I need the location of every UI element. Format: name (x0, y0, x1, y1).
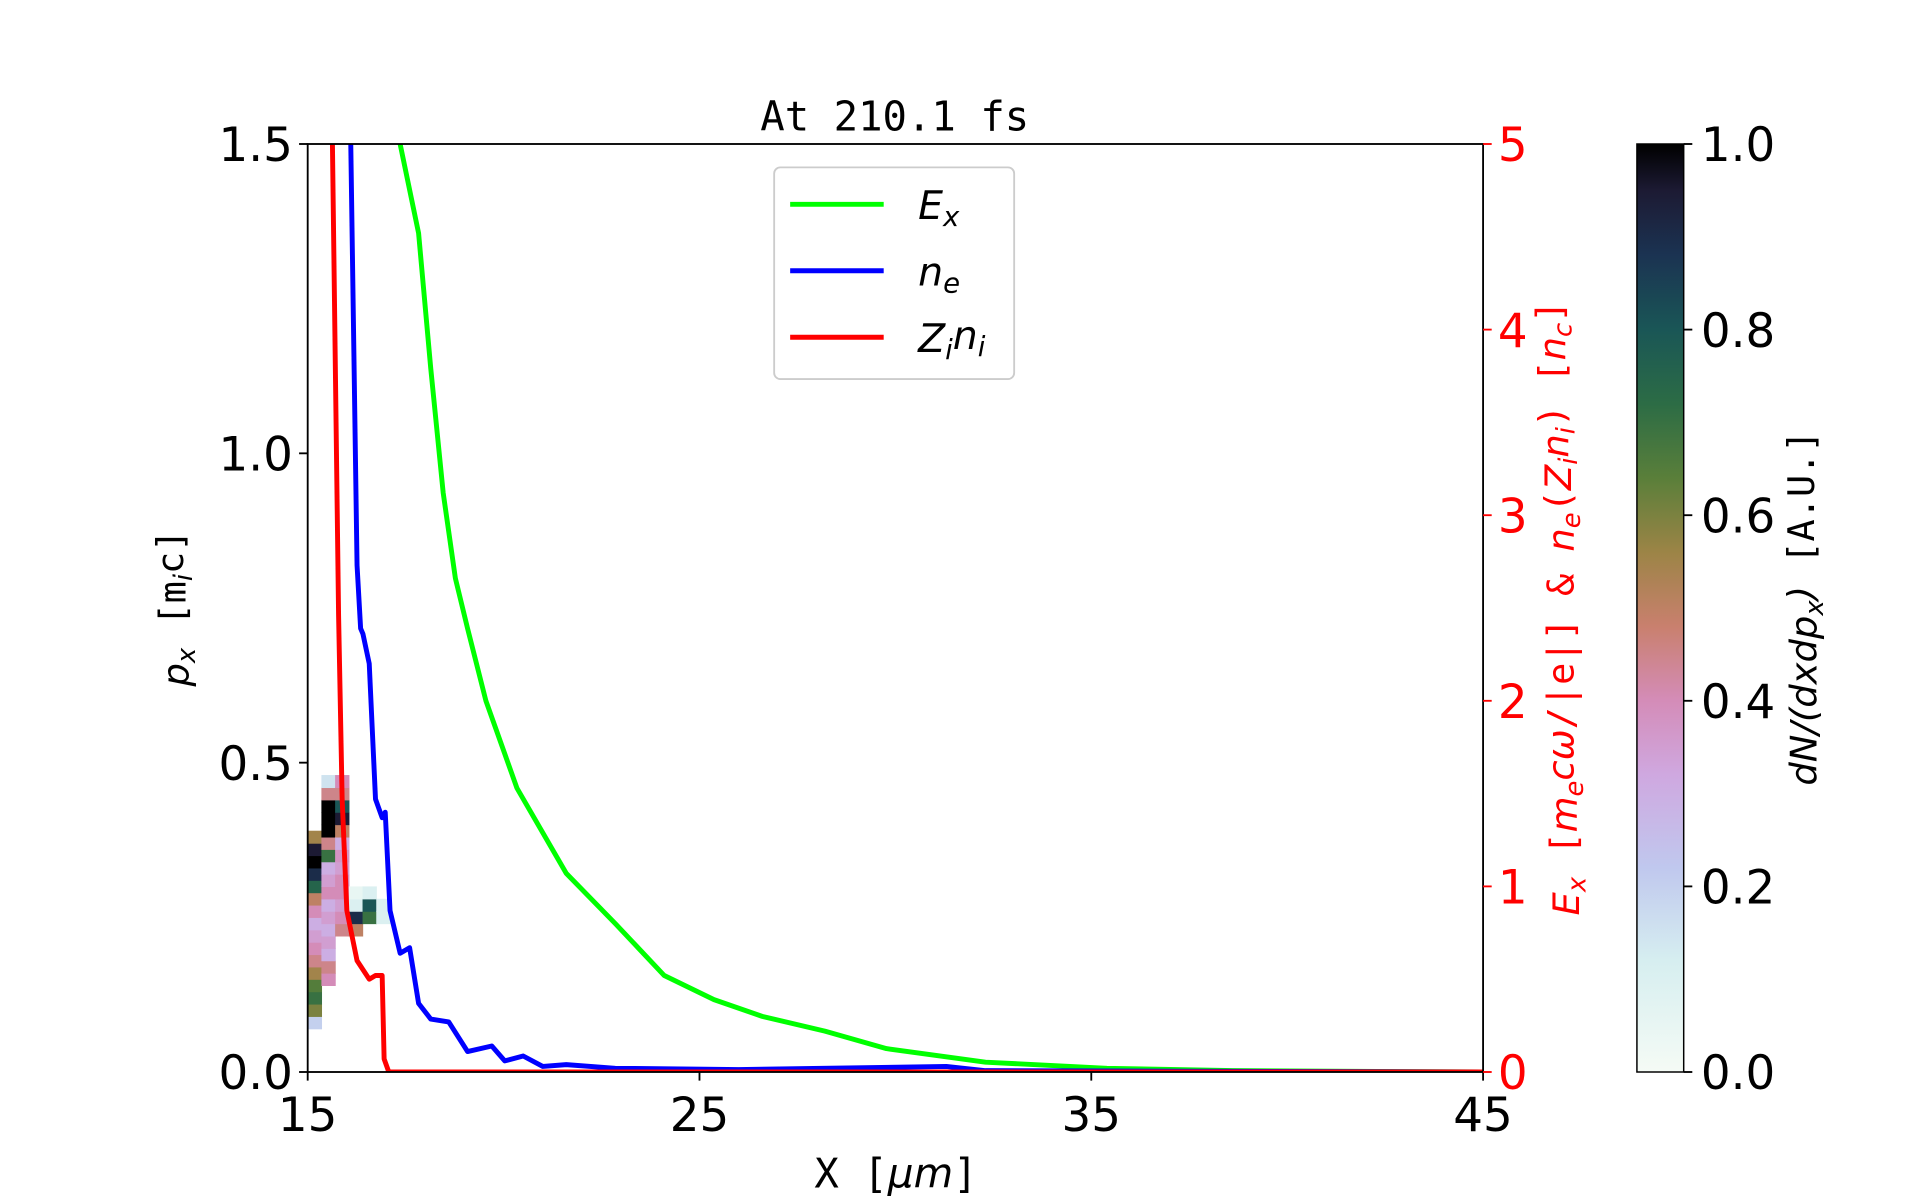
y-right-tick-label: 5 (1498, 119, 1528, 173)
y-left-tick-label: 0.0 (219, 1047, 293, 1101)
legend: Ex​ ne​ Zi​ni​ (773, 166, 1016, 380)
heatmap-cell (307, 867, 323, 881)
heatmap-cell (321, 849, 336, 863)
heatmap-cell (321, 886, 336, 900)
colorbar (1636, 143, 1685, 1073)
chart-title: At 210.1 fs (760, 92, 1029, 140)
legend-label: ne​ (918, 250, 960, 300)
heatmap-cell (307, 1003, 323, 1017)
heatmap-cell (307, 830, 323, 844)
y-right-tick-label: 4 (1498, 305, 1528, 359)
heatmap-cell (335, 923, 350, 937)
heatmap-cell (321, 923, 336, 937)
heatmap-cell (348, 886, 364, 900)
heatmap-cell (321, 799, 336, 813)
heatmap-cell (321, 824, 336, 838)
y-left-tick-label: 1.0 (219, 429, 293, 483)
colorbar-tick-label: 0.2 (1701, 862, 1775, 916)
y-axis-left-label: px​ [mi​c] (149, 529, 202, 687)
series-lines (329, 144, 1484, 1072)
x-axis-label: X [μm] (814, 1150, 977, 1198)
heatmap-cell (307, 917, 323, 931)
legend-box (773, 166, 1016, 380)
legend-label: Ex​ (918, 183, 960, 233)
colorbar-axis: 0.0 0.2 0.4 0.6 0.8 1.0 (1683, 119, 1775, 1101)
x-tick-label: 35 (1062, 1089, 1122, 1143)
heatmap-cell (307, 880, 323, 894)
heatmap-cell (307, 904, 323, 918)
heatmap-cell (307, 942, 323, 956)
heatmap-cell (348, 898, 364, 912)
heatmap-cell (348, 911, 364, 925)
heatmap-cell (321, 960, 336, 974)
colorbar-tick-label: 0.0 (1701, 1047, 1775, 1101)
plot-frame (306, 143, 1484, 1073)
y-right-tick-label: 3 (1498, 490, 1528, 544)
series-line-1 (348, 144, 1484, 1072)
colorbar-label: dN/(dxdpx​) [A.U.] (1780, 430, 1830, 785)
heatmap-cell (376, 898, 391, 912)
heatmap-cell (362, 886, 377, 900)
series-line-2 (329, 144, 1484, 1072)
heatmap-cell (321, 948, 336, 962)
heatmap-cell (376, 911, 391, 925)
heatmap-cell (362, 911, 377, 925)
y-right-tick-label: 1 (1498, 862, 1528, 916)
heatmap-cell (307, 929, 323, 943)
x-axis: 15 25 35 45 (278, 1072, 1513, 1143)
x-tick-label: 15 (278, 1089, 338, 1143)
colorbar-tick-label: 0.8 (1701, 305, 1775, 359)
y-axis-left: 0.0 0.5 1.0 1.5 (219, 119, 308, 1101)
heatmap-cell (307, 1016, 323, 1030)
heatmap-cell (307, 966, 323, 980)
heatmap-cell (321, 787, 336, 801)
heatmap-cell (321, 935, 336, 949)
x-tick-label: 25 (670, 1089, 730, 1143)
heatmap-cell (307, 855, 323, 869)
heatmap (307, 775, 391, 1030)
heatmap-cell (307, 954, 323, 968)
y-axis-right-label: Ex​ [me​cω/|e|] & ne​(Zi​ni​) [nc​] (1528, 300, 1592, 915)
y-right-tick-label: 2 (1498, 676, 1528, 730)
legend-label: Zi​ni​ (917, 313, 986, 366)
heatmap-cell (321, 973, 336, 987)
heatmap-cell (321, 898, 336, 912)
y-left-tick-label: 0.5 (219, 738, 293, 792)
series-line-0 (397, 144, 1484, 1072)
y-axis-right: 0 1 2 3 4 5 (1483, 119, 1528, 1101)
colorbar-tick-label: 1.0 (1701, 119, 1775, 173)
heatmap-cell (321, 775, 336, 789)
heatmap-cell (362, 898, 377, 912)
y-left-tick-label: 1.5 (219, 119, 293, 173)
heatmap-cell (307, 892, 323, 906)
heatmap-cell (321, 861, 336, 875)
heatmap-cell (321, 874, 336, 888)
heatmap-cell (321, 812, 336, 826)
heatmap-cell (321, 911, 336, 925)
x-tick-label: 45 (1453, 1089, 1513, 1143)
heatmap-cell (307, 979, 323, 993)
heatmap-cell (307, 991, 323, 1005)
colorbar-tick-label: 0.4 (1701, 676, 1775, 730)
colorbar-tick-label: 0.6 (1701, 490, 1775, 544)
heatmap-cell (321, 836, 336, 850)
heatmap-cell (307, 843, 323, 857)
y-right-tick-label: 0 (1498, 1047, 1528, 1101)
